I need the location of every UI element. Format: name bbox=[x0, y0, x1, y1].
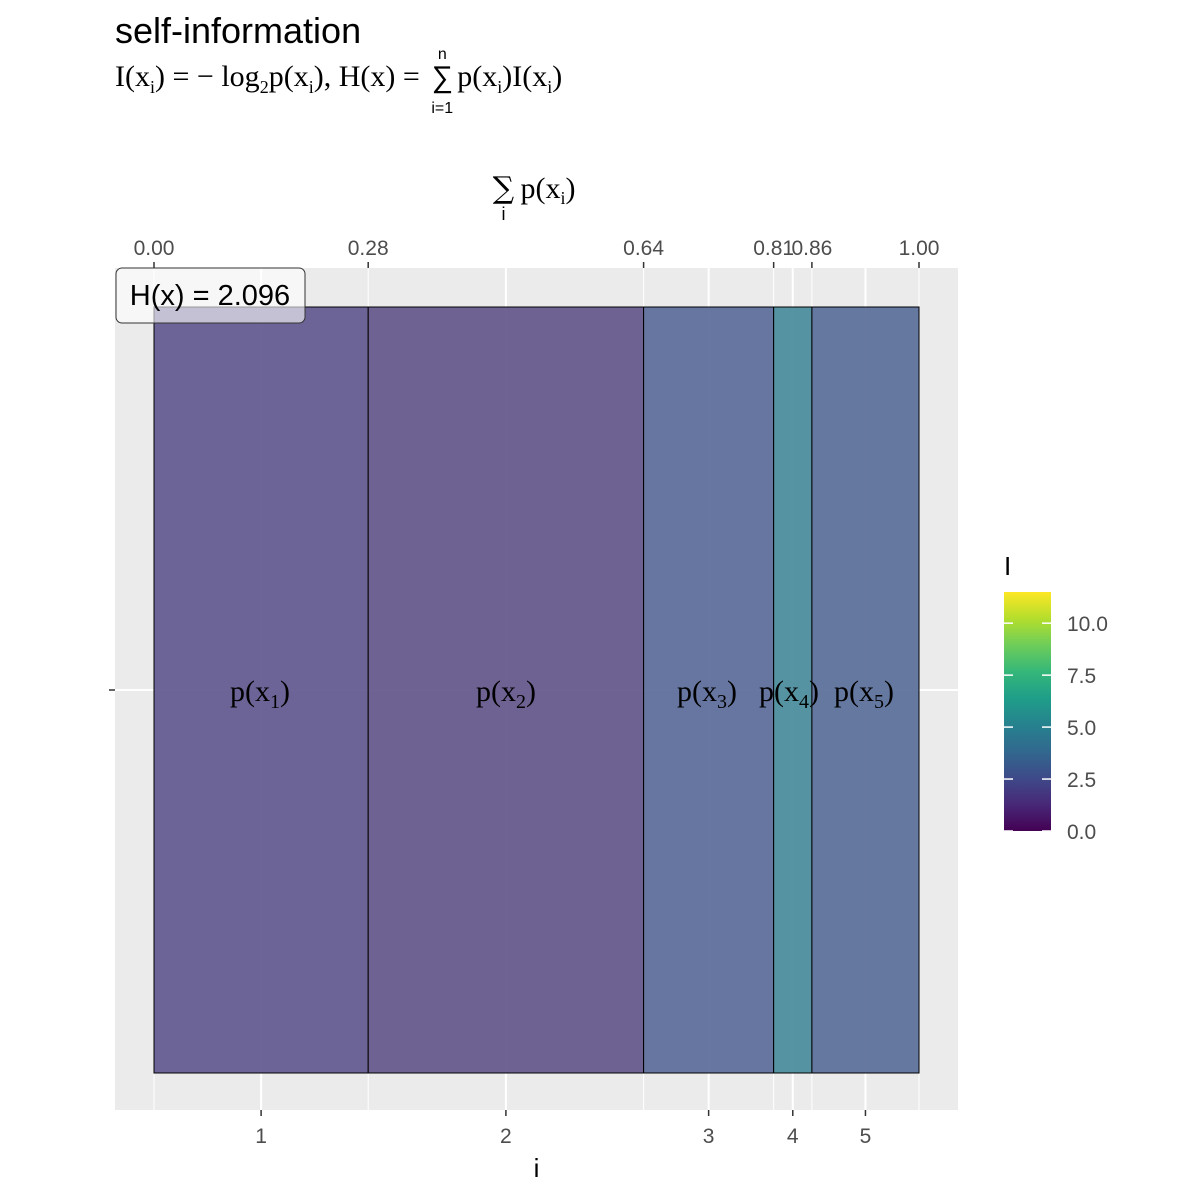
bar-segment-5 bbox=[811, 306, 920, 1074]
bottom-tick-label-1: 1 bbox=[255, 1125, 267, 1148]
x-axis-title: i bbox=[534, 1153, 540, 1183]
top-tick-label-4: 0.86 bbox=[791, 237, 832, 260]
chart-subtitle-formula: I(xi) = − log2p(xi), H(x) = n ∑ i=1 p(xi)I(… bbox=[115, 46, 563, 118]
top-axis-title: ∑i p(xi) bbox=[493, 171, 576, 224]
legend-tick-label-1: 2.5 bbox=[1067, 769, 1096, 792]
bar-segment-1 bbox=[153, 306, 369, 1074]
legend-tick-label-2: 5.0 bbox=[1067, 717, 1096, 740]
legend-title: I bbox=[1004, 551, 1011, 581]
bottom-tick-label-5: 5 bbox=[860, 1125, 872, 1148]
segment-label-5: p(x5) bbox=[834, 675, 894, 713]
bar-segment-2 bbox=[367, 306, 645, 1074]
sum-symbol: n ∑ i=1 bbox=[431, 46, 454, 118]
bar-segments bbox=[153, 306, 920, 1074]
bottom-tick-label-3: 3 bbox=[703, 1125, 715, 1148]
segment-label-4: p(x4) bbox=[759, 675, 819, 713]
top-title-sum-index: i bbox=[502, 204, 506, 224]
formula-lhs: I(xi) = − log2p(xi), H(x) = bbox=[115, 60, 428, 97]
bar-segment-3 bbox=[643, 306, 775, 1074]
top-tick-label-3: 0.81 bbox=[753, 237, 794, 260]
entropy-label-text: H(x) = 2.096 bbox=[130, 280, 290, 312]
bottom-tick-label-2: 2 bbox=[500, 1125, 512, 1148]
color-legend: I 0.0 2.5 5.0 7.5 10.0 bbox=[1004, 551, 1108, 844]
legend-tick-label-3: 7.5 bbox=[1067, 665, 1096, 688]
top-tick-label-1: 0.28 bbox=[348, 237, 389, 260]
segment-labels: p(x1) p(x2) p(x3) p(x4) p(x5) bbox=[230, 675, 894, 713]
bottom-tick-label-4: 4 bbox=[787, 1125, 799, 1148]
top-tick-label-5: 1.00 bbox=[899, 237, 940, 260]
legend-color-bar bbox=[1004, 592, 1051, 831]
top-title-text: p(xi) bbox=[521, 172, 576, 208]
bottom-axis: 1 2 3 4 5 bbox=[255, 1110, 871, 1148]
legend-tick-label-0: 0.0 bbox=[1067, 821, 1096, 844]
top-tick-label-2: 0.64 bbox=[623, 237, 664, 260]
chart-title: self-information bbox=[115, 10, 362, 51]
top-title-sum: ∑ bbox=[493, 171, 515, 206]
segment-label-1: p(x1) bbox=[230, 675, 290, 713]
segment-label-2: p(x2) bbox=[476, 675, 536, 713]
top-axis: 0.00 0.28 0.64 0.810.86 1.00 bbox=[134, 237, 940, 268]
top-tick-label-0: 0.00 bbox=[134, 237, 175, 260]
bar-segment-4 bbox=[773, 306, 813, 1074]
segment-label-3: p(x3) bbox=[677, 675, 737, 713]
legend-tick-label-4: 10.0 bbox=[1067, 613, 1108, 636]
entropy-label: H(x) = 2.096 bbox=[115, 267, 306, 324]
entropy-label-box bbox=[115, 267, 306, 324]
formula-rhs: p(xi)I(xi) bbox=[457, 60, 563, 97]
